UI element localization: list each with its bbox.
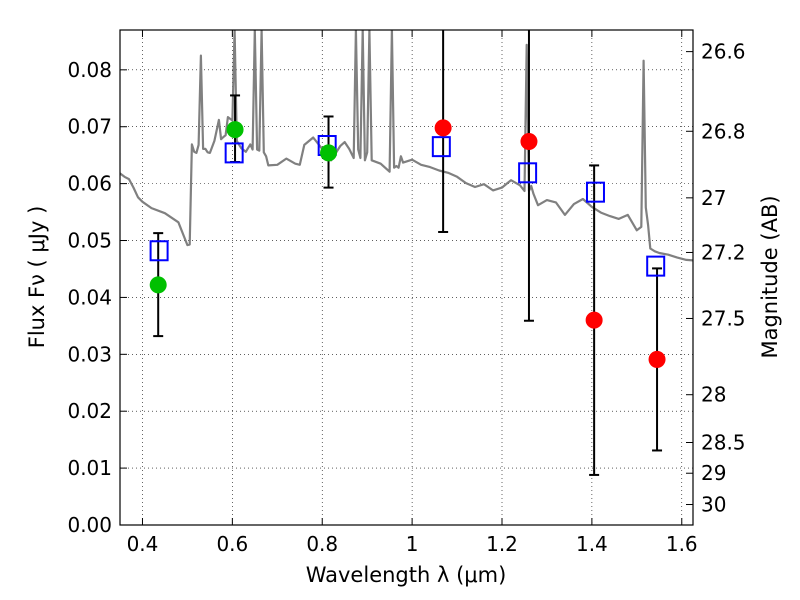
right-tick-label: 26.8 xyxy=(701,119,746,143)
y-tick-label: 0.08 xyxy=(67,58,112,82)
y-axis-ticks: 0.00 0.01 0.02 0.03 0.04 0.05 0.06 0.07 0.08 xyxy=(67,58,127,537)
detection-point xyxy=(149,276,167,294)
y-tick-label: 0.04 xyxy=(67,285,112,309)
y-tick-label: 0.03 xyxy=(67,342,112,366)
right-tick-label: 27.5 xyxy=(701,306,746,330)
low-snr-point xyxy=(648,350,666,368)
x-tick-label: 0.4 xyxy=(127,532,159,556)
low-snr-point xyxy=(434,119,452,137)
low-snr-point xyxy=(520,133,538,151)
spectrum-line xyxy=(120,30,693,262)
x-tick-label: 1.6 xyxy=(666,532,698,556)
y-axis-label: Flux Fν ( μJy ) xyxy=(25,206,49,349)
x-tick-label: 1.4 xyxy=(576,532,608,556)
right-tick-label: 28 xyxy=(701,383,726,407)
plot-frame xyxy=(119,29,694,526)
x-tick-label: 1.2 xyxy=(486,532,518,556)
marker-layer xyxy=(149,119,666,368)
y-tick-label: 0.01 xyxy=(67,456,112,480)
y-tick-label: 0.05 xyxy=(67,229,112,253)
y-tick-label: 0.06 xyxy=(67,172,112,196)
right-tick-label: 28.5 xyxy=(701,431,746,455)
spectrum-layer xyxy=(120,30,693,262)
y-tick-label: 0.07 xyxy=(67,115,112,139)
low-snr-point xyxy=(585,311,603,329)
detection-point xyxy=(320,144,338,162)
y-tick-label: 0.02 xyxy=(67,399,112,423)
plot-background xyxy=(120,30,693,525)
grid-lines xyxy=(120,30,693,526)
y-tick-label: 0.00 xyxy=(67,513,112,537)
right-tick-label: 26.6 xyxy=(701,40,746,64)
right-tick-label: 27 xyxy=(701,186,726,210)
detection-point xyxy=(226,121,244,139)
model-square-marker xyxy=(518,162,538,184)
right-axis-label: Magnitude (AB) xyxy=(758,195,782,358)
right-tick-label: 29 xyxy=(701,461,726,485)
right-tick-label: 30 xyxy=(701,493,726,517)
x-tick-label: 0.8 xyxy=(306,532,338,556)
model-square-marker xyxy=(431,136,451,158)
x-tick-label: 1 xyxy=(406,532,419,556)
x-axis-label: Wavelength λ (μm) xyxy=(306,563,507,587)
model-square-marker xyxy=(224,142,244,164)
right-tick-label: 27.2 xyxy=(701,240,746,264)
x-tick-label: 0.6 xyxy=(216,532,248,556)
x-axis-ticks: 0.4 0.6 0.8 1 1.2 1.4 1.6 xyxy=(127,30,698,556)
model-square-marker xyxy=(646,255,666,277)
model-square-marker xyxy=(585,181,605,203)
right-axis-ticks: 26.6 26.8 27 27.2 27.5 28 28.5 29 30 xyxy=(686,40,746,517)
model-square-marker xyxy=(149,240,169,262)
